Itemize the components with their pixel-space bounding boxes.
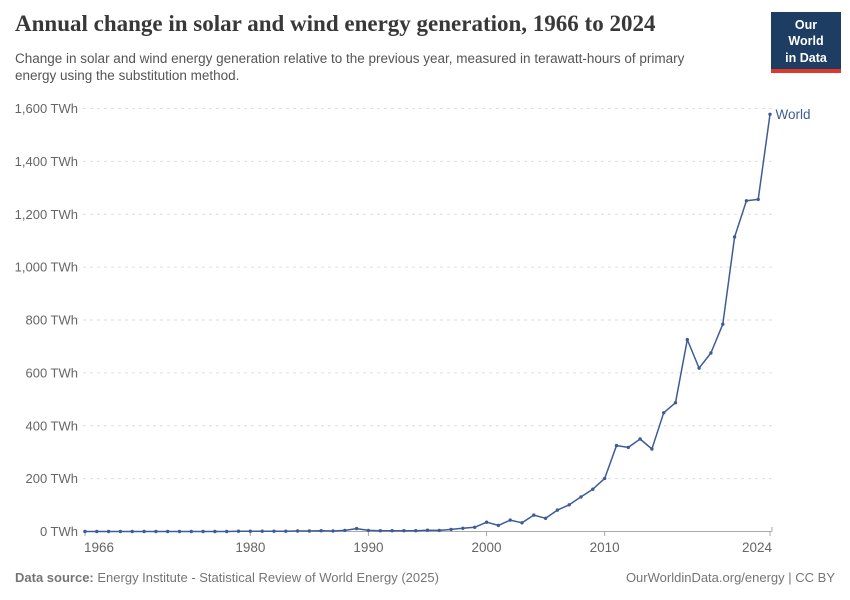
data-point[interactable] <box>201 529 205 534</box>
x-tick-label: 2024 <box>742 540 773 555</box>
data-point[interactable] <box>721 322 725 326</box>
data-point[interactable] <box>225 529 229 534</box>
data-point[interactable] <box>614 443 619 448</box>
data-point[interactable] <box>532 513 536 517</box>
y-tick-label: 600 TWh <box>25 365 78 380</box>
data-point[interactable] <box>732 235 737 239</box>
data-point[interactable] <box>343 528 347 533</box>
data-point[interactable] <box>673 401 678 405</box>
data-point[interactable] <box>461 526 465 530</box>
y-tick-label: 800 TWh <box>25 313 78 328</box>
data-point[interactable] <box>662 411 666 415</box>
data-point[interactable] <box>697 366 701 370</box>
data-point[interactable] <box>579 495 583 499</box>
y-tick-label: 1,000 TWh <box>15 260 78 275</box>
y-tick-label: 1,400 TWh <box>15 154 78 169</box>
y-tick-label: 400 TWh <box>25 418 78 433</box>
data-point[interactable] <box>650 447 654 451</box>
data-point[interactable] <box>260 529 264 533</box>
data-point[interactable] <box>402 529 406 533</box>
owid-logo-line1: Our World <box>788 18 824 49</box>
chart-subtitle: Change in solar and wind energy generati… <box>15 51 685 83</box>
data-point[interactable] <box>331 529 335 533</box>
world-series-line[interactable] <box>84 113 771 533</box>
data-point[interactable] <box>425 528 430 532</box>
data-point[interactable] <box>768 112 772 117</box>
data-point[interactable] <box>638 437 642 441</box>
data-source-value: Energy Institute - Statistical Review of… <box>97 570 439 585</box>
data-point[interactable] <box>709 351 713 355</box>
data-point[interactable] <box>248 529 252 533</box>
data-point[interactable] <box>319 529 323 533</box>
data-point[interactable] <box>118 529 123 534</box>
data-point[interactable] <box>272 529 276 533</box>
data-point[interactable] <box>626 445 630 450</box>
data-point[interactable] <box>685 337 689 342</box>
x-tick-label: 1990 <box>353 540 383 555</box>
data-point[interactable] <box>414 529 418 533</box>
data-point[interactable] <box>83 529 87 534</box>
data-point[interactable] <box>473 525 477 529</box>
data-point[interactable] <box>213 529 217 534</box>
y-tick-label: 0 TWh <box>40 524 78 539</box>
data-point[interactable] <box>744 199 749 203</box>
data-point[interactable] <box>567 503 571 507</box>
data-point[interactable] <box>166 529 170 534</box>
data-point[interactable] <box>177 529 182 534</box>
data-point[interactable] <box>378 529 382 533</box>
series-end-label: World <box>776 107 811 122</box>
data-point[interactable] <box>508 518 512 522</box>
data-point[interactable] <box>354 526 359 531</box>
data-point[interactable] <box>284 529 288 533</box>
y-tick-label: 1,600 TWh <box>15 101 78 116</box>
data-point[interactable] <box>295 529 300 533</box>
data-point[interactable] <box>390 529 394 533</box>
data-point[interactable] <box>591 487 595 491</box>
x-tick-label: 2000 <box>472 540 502 555</box>
data-point[interactable] <box>236 529 241 533</box>
data-point[interactable] <box>142 529 146 534</box>
data-point[interactable] <box>756 197 760 202</box>
y-tick-label: 200 TWh <box>25 471 78 486</box>
data-point[interactable] <box>520 521 524 525</box>
data-point[interactable] <box>603 476 607 481</box>
chart-title: Annual change in solar and wind energy g… <box>15 11 656 36</box>
data-point[interactable] <box>449 527 453 532</box>
x-tick-label: 1966 <box>84 540 114 555</box>
x-tick-label: 2010 <box>590 540 620 555</box>
data-point[interactable] <box>555 508 560 512</box>
data-point[interactable] <box>366 528 371 533</box>
data-point[interactable] <box>154 529 158 534</box>
attribution-link[interactable]: OurWorldinData.org/energy | CC BY <box>625 570 835 585</box>
y-tick-label: 1,200 TWh <box>15 207 78 222</box>
x-tick-label: 1980 <box>235 540 265 555</box>
owid-logo[interactable]: Our World in Data <box>771 12 841 73</box>
data-point[interactable] <box>130 529 134 534</box>
owid-logo-line2: in Data <box>785 50 827 65</box>
data-point[interactable] <box>484 520 489 524</box>
data-source: Data source: Energy Institute - Statisti… <box>15 570 439 585</box>
data-point[interactable] <box>189 529 193 534</box>
chart-footer: Data source: Energy Institute - Statisti… <box>15 570 835 585</box>
data-source-label: Data source: <box>15 570 94 585</box>
data-point[interactable] <box>95 529 99 534</box>
data-point[interactable] <box>543 516 548 520</box>
data-point[interactable] <box>496 523 501 528</box>
data-point[interactable] <box>437 528 441 533</box>
data-point[interactable] <box>106 529 111 534</box>
data-point[interactable] <box>307 529 312 533</box>
